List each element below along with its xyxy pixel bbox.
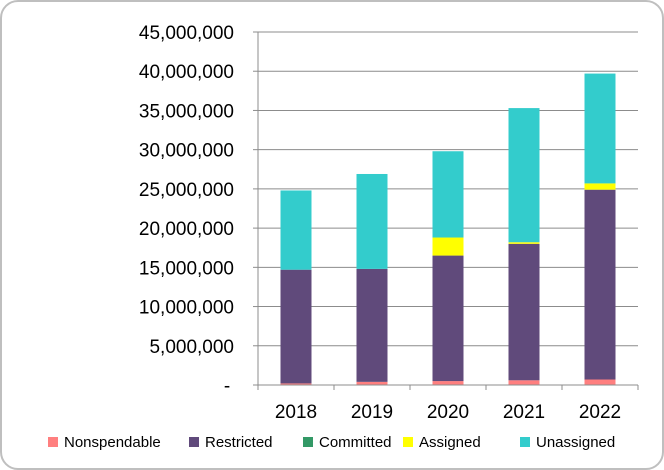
- x-tick-label-2020: 2020: [427, 402, 469, 423]
- y-tick-label: 15,000,000: [139, 258, 234, 279]
- bar-nonspendable-2021: [508, 380, 540, 385]
- y-tick-label: 30,000,000: [139, 141, 234, 162]
- y-tick-label: 20,000,000: [139, 219, 234, 240]
- bars: [280, 73, 616, 385]
- bar-unassigned-2019: [356, 173, 388, 269]
- legend-label-unassigned: Unassigned: [536, 434, 615, 451]
- y-tick-label: 10,000,000: [139, 298, 234, 319]
- gridlines: [258, 31, 638, 347]
- legend-swatch-committed: [303, 437, 313, 447]
- bar-restricted-2021: [508, 243, 540, 381]
- y-tick-label: 45,000,000: [139, 23, 234, 44]
- bar-nonspendable-2018: [280, 383, 312, 385]
- bar-restricted-2022: [584, 189, 616, 380]
- legend-swatch-unassigned: [520, 437, 530, 447]
- axes: [253, 31, 639, 390]
- x-axis-tick-labels: 2018 2019 2020 2021 2022: [275, 402, 621, 423]
- legend: Nonspendable Restricted Committed Assigned U…: [48, 434, 615, 451]
- y-tick-label: 40,000,000: [139, 62, 234, 83]
- legend-label-nonspendable: Nonspendable: [64, 434, 161, 451]
- bar-restricted-2019: [356, 268, 388, 382]
- x-tick-label-2021: 2021: [503, 402, 545, 423]
- bar-assigned-2020: [432, 237, 464, 256]
- x-tick-label-2018: 2018: [275, 402, 317, 423]
- legend-swatch-assigned: [403, 437, 413, 447]
- bar-assigned-2022: [584, 183, 616, 190]
- legend-swatch-restricted: [189, 437, 199, 447]
- y-tick-label: 25,000,000: [139, 180, 234, 201]
- legend-swatch-nonspendable: [48, 437, 58, 447]
- bar-unassigned-2018: [280, 190, 312, 270]
- y-tick-label: 35,000,000: [139, 101, 234, 122]
- bar-nonspendable-2020: [432, 381, 464, 385]
- bar-nonspendable-2019: [356, 381, 388, 385]
- bar-restricted-2020: [432, 255, 464, 382]
- bar-unassigned-2021: [508, 108, 540, 243]
- legend-label-committed: Committed: [319, 434, 392, 451]
- x-tick-label-2019: 2019: [351, 402, 393, 423]
- bar-nonspendable-2022: [584, 379, 616, 385]
- x-tick-label-2022: 2022: [579, 402, 621, 423]
- y-tick-label: -: [224, 376, 230, 397]
- bar-unassigned-2020: [432, 151, 464, 238]
- legend-label-assigned: Assigned: [419, 434, 481, 451]
- legend-label-restricted: Restricted: [205, 434, 273, 451]
- bar-unassigned-2022: [584, 73, 616, 184]
- bar-assigned-2021: [508, 242, 540, 244]
- y-tick-label: 5,000,000: [149, 337, 234, 358]
- bar-restricted-2018: [280, 269, 312, 384]
- y-axis-tick-labels: - 5,000,000 10,000,000 15,000,000 20,000,000…: [139, 23, 234, 397]
